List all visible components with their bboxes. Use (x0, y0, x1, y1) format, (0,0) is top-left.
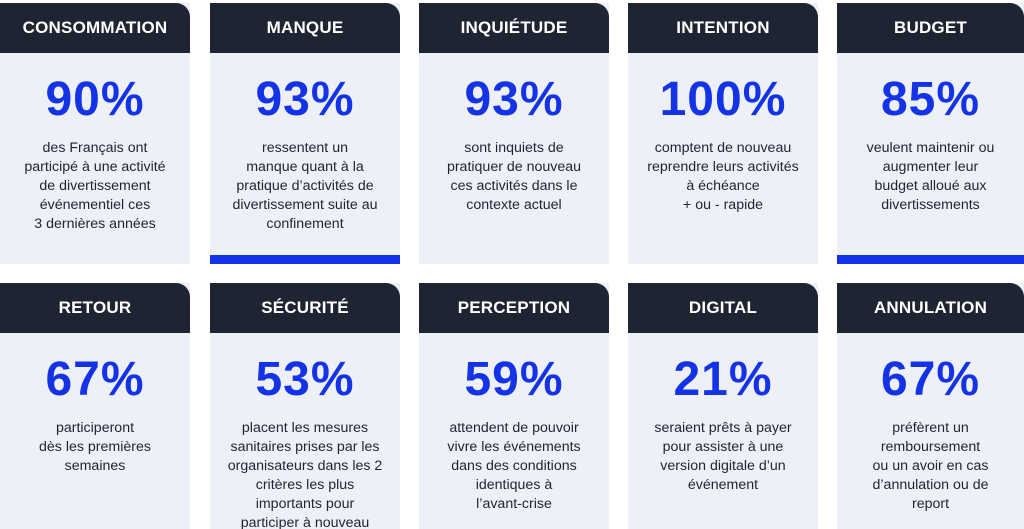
card-percentage: 93% (464, 73, 564, 126)
card-title: DIGITAL (628, 283, 818, 333)
card-percentage: 21% (673, 353, 773, 406)
card-percentage: 100% (659, 73, 787, 126)
card-percentage: 53% (255, 353, 355, 406)
card-percentage: 67% (880, 353, 981, 406)
card-intention: INTENTION 100% comptent de nouveau repre… (628, 3, 818, 264)
card-title: BUDGET (837, 3, 1024, 53)
card-description: des Français ont participé à une activit… (24, 140, 166, 232)
card-description: comptent de nouveau reprendre leurs acti… (647, 140, 799, 213)
card-title: INTENTION (628, 3, 818, 53)
card-annulation: ANNULATION 67% préfèrent un remboursemen… (837, 283, 1024, 529)
card-title: CONSOMMATION (0, 3, 190, 53)
card-description: attendent de pouvoir vivre les événement… (447, 420, 581, 512)
card-description: placent les mesures sanitaires prises pa… (227, 420, 383, 529)
card-manque: MANQUE 93% ressentent un manque quant à … (210, 3, 400, 264)
card-description: sont inquiets de pratiquer de nouveau ce… (446, 140, 582, 213)
card-description: ressentent un manque quant à la pratique… (232, 140, 378, 232)
card-title: PERCEPTION (419, 283, 609, 333)
card-percentage: 67% (45, 353, 145, 406)
card-title: INQUIÉTUDE (419, 3, 609, 53)
card-percentage: 93% (255, 73, 355, 126)
card-perception: PERCEPTION 59% attendent de pouvoir vivr… (419, 283, 609, 529)
card-accent-bar (210, 255, 400, 264)
card-accent-bar (837, 255, 1024, 264)
card-inquietude: INQUIÉTUDE 93% sont inquiets de pratique… (419, 3, 609, 264)
card-title: RETOUR (0, 283, 190, 333)
card-description: seraient prêts à payer pour assister à u… (654, 420, 792, 493)
card-percentage: 90% (45, 73, 145, 126)
card-description: participeront dès les premières semaines (39, 420, 151, 474)
card-budget: BUDGET 85% veulent maintenir ou augmente… (837, 3, 1024, 264)
card-securite: SÉCURITÉ 53% placent les mesures sanitai… (210, 283, 400, 529)
card-percentage: 59% (464, 353, 564, 406)
card-title: SÉCURITÉ (210, 283, 400, 333)
card-percentage: 85% (880, 73, 981, 126)
card-title: ANNULATION (837, 283, 1024, 333)
card-retour: RETOUR 67% participeront dès les premièr… (0, 283, 190, 529)
card-consommation: CONSOMMATION 90% des Français ont partic… (0, 3, 190, 264)
card-description: préfèrent un remboursement ou un avoir e… (872, 420, 989, 512)
card-title: MANQUE (210, 3, 400, 53)
card-description: veulent maintenir ou augmenter leur budg… (866, 140, 995, 213)
card-digital: DIGITAL 21% seraient prêts à payer pour … (628, 283, 818, 529)
